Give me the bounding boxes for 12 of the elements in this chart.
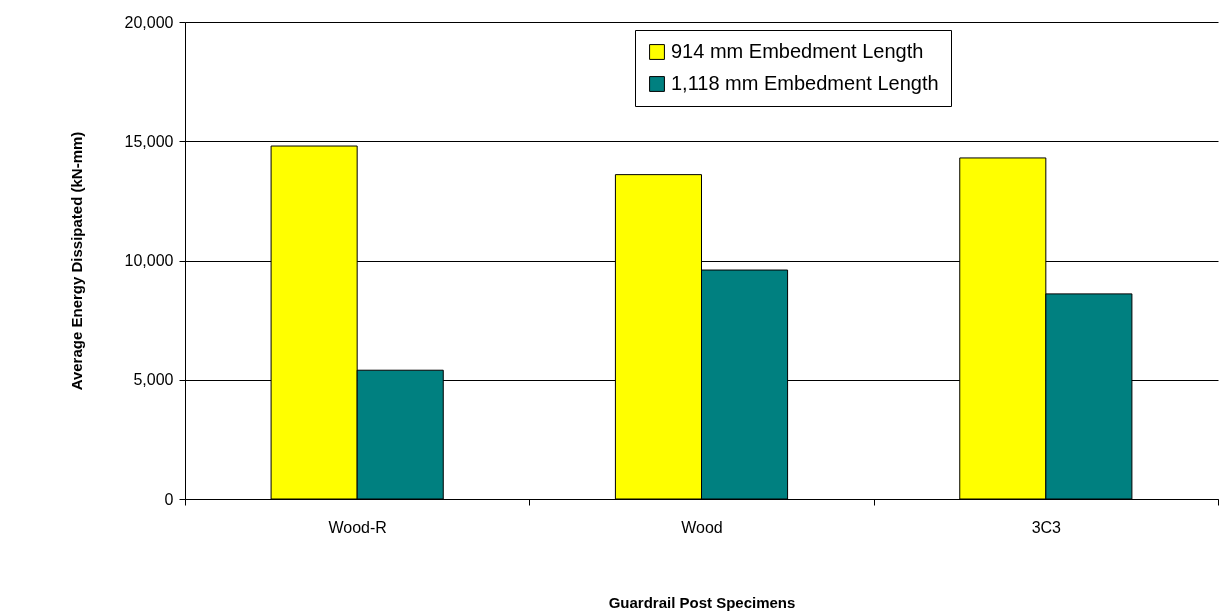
y-tick-label: 15,000 — [124, 132, 174, 150]
x-axis-title: Guardrail Post Specimens — [608, 593, 796, 611]
x-tick-label: Wood — [681, 518, 723, 536]
y-tick-label: 0 — [164, 490, 174, 508]
y-tick-label: 20,000 — [124, 13, 174, 31]
x-tick-label: 3C3 — [1031, 518, 1062, 536]
y-tick-label: 5,000 — [133, 371, 174, 389]
y-tick-label: 10,000 — [124, 252, 174, 269]
legend-label: 914 mm Embedment Length — [671, 40, 924, 62]
x-tick-label: Wood-R — [328, 518, 387, 536]
legend-label: 1,118 mm Embedment Length — [671, 72, 939, 94]
y-axis-title: Average Energy Dissipated (kN-mm) — [67, 131, 85, 391]
